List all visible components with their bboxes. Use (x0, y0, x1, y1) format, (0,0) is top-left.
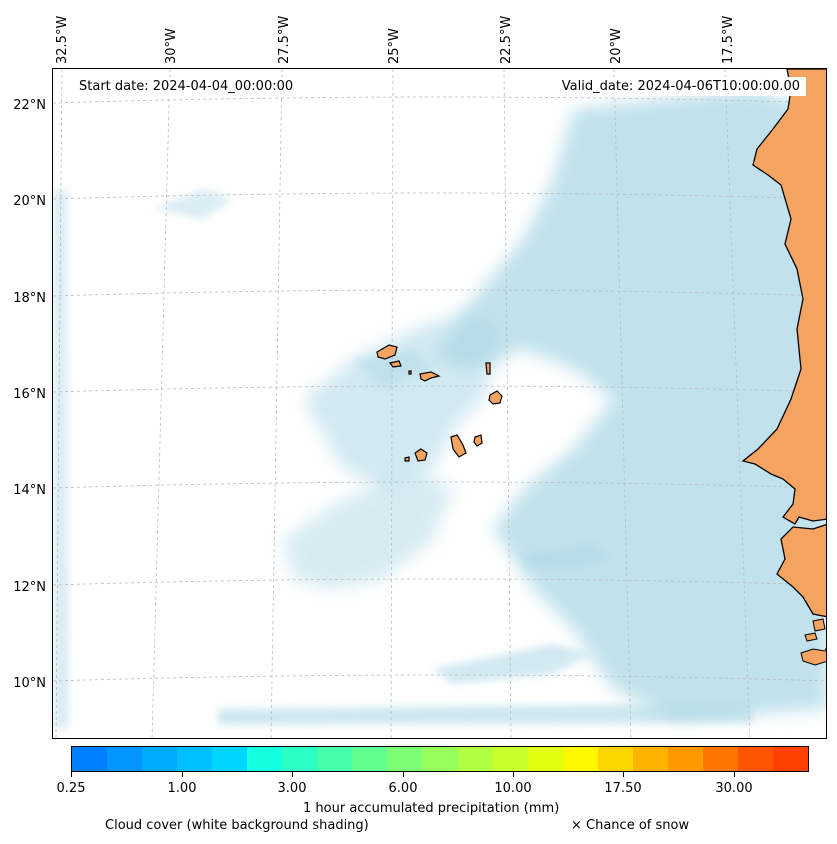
cloud-patch-mid (353, 349, 433, 389)
colorbar-title: 1 hour accumulated precipitation (mm) (303, 801, 560, 816)
colorbar-segment-17 (667, 747, 703, 771)
cloud-band-center (303, 309, 503, 489)
valid-date-label: Valid_date: 2024-04-06T10:00:00.00 (555, 77, 806, 96)
island-sao-nicolau (419, 371, 441, 382)
cb-tick-1-00 (182, 772, 183, 777)
lat-label-10n: 10°N (13, 676, 46, 691)
lon-label-25w: 25°W (387, 28, 402, 64)
colorbar-segment-5 (247, 747, 283, 771)
snow-legend: × Chance of snow (571, 818, 690, 833)
colorbar-segment-9 (387, 747, 423, 771)
cb-label-3-00: 3.00 (277, 781, 307, 796)
colorbar-segment-11 (457, 747, 493, 771)
colorbar-segment-3 (177, 747, 213, 771)
africa-landmass (741, 69, 826, 525)
start-date-label: Start date: 2024-04-04_00:00:00 (73, 77, 300, 96)
cape-verde-islands (376, 344, 503, 462)
colorbar-segment-0 (72, 747, 108, 771)
bissagos-islands (804, 618, 826, 642)
island-sao-vicente (388, 360, 402, 368)
cb-label-6-00: 6.00 (388, 781, 418, 796)
cb-label-30-00: 30.00 (715, 781, 753, 796)
lon-label-22-5w: 22.5°W (499, 15, 514, 64)
cb-tick-10-00 (513, 772, 514, 777)
island-boa-vista (488, 390, 503, 405)
cb-tick-0-25 (71, 772, 72, 777)
island-santa-luzia (408, 370, 412, 375)
cloud-patch-north (153, 189, 233, 219)
lat-label-14n: 14°N (13, 483, 46, 498)
map-graphic (53, 69, 826, 738)
colorbar-segment-6 (282, 747, 318, 771)
colorbar-segment-16 (632, 747, 668, 771)
cb-tick-17-50 (623, 772, 624, 777)
cb-tick-6-00 (403, 772, 404, 777)
cloud-band-southwest (283, 469, 453, 589)
cloud-patch-south-2 (523, 544, 613, 569)
lon-label-27-5w: 27.5°W (277, 15, 292, 64)
precipitation-colorbar (71, 746, 809, 772)
colorbar-segment-10 (422, 747, 458, 771)
lon-label-17-5w: 17.5°W (721, 15, 736, 64)
lat-label-18n: 18°N (13, 291, 46, 306)
cb-label-1-00: 1.00 (167, 781, 197, 796)
colorbar-segment-19 (737, 747, 773, 771)
africa-guinea-coast (776, 523, 826, 618)
colorbar-segment-20 (772, 747, 808, 771)
island-santiago (450, 434, 467, 458)
island-santo-antao (376, 344, 398, 360)
lon-label-30w: 30°W (164, 28, 179, 64)
colorbar-segment-14 (562, 747, 598, 771)
lon-label-20w: 20°W (609, 28, 624, 64)
cloud-cover-legend: Cloud cover (white background shading) (105, 818, 369, 833)
cb-tick-3-00 (292, 772, 293, 777)
island-maio (473, 434, 483, 447)
island-fogo (414, 448, 428, 462)
colorbar-segment-12 (492, 747, 528, 771)
colorbar-segment-1 (107, 747, 143, 771)
cloud-streak-south (218, 703, 753, 725)
cloud-band-east (433, 89, 826, 719)
colorbar-segment-4 (212, 747, 248, 771)
graticule (53, 69, 826, 738)
colorbar-segment-7 (317, 747, 353, 771)
cloud-cover-layer (53, 89, 826, 729)
guinea-inlet (800, 647, 826, 666)
cloud-edge-west (53, 189, 69, 729)
colorbar-segment-2 (142, 747, 178, 771)
colorbar-segment-18 (702, 747, 738, 771)
cb-label-0-25: 0.25 (56, 781, 86, 796)
lat-label-16n: 16°N (13, 387, 46, 402)
cloud-patch-south-1 (433, 644, 593, 684)
island-sal (485, 362, 491, 375)
lat-label-22n: 22°N (13, 98, 46, 113)
colorbar-segment-8 (352, 747, 388, 771)
map-canvas[interactable]: Start date: 2024-04-04_00:00:00 Valid_da… (52, 68, 827, 739)
cb-label-10-00: 10.00 (494, 781, 532, 796)
lon-label-32-5w: 32.5°W (55, 15, 70, 64)
lat-label-12n: 12°N (13, 580, 46, 595)
colorbar-segment-13 (527, 747, 563, 771)
island-brava (404, 456, 410, 462)
cb-tick-30-00 (734, 772, 735, 777)
colorbar-segment-15 (597, 747, 633, 771)
lat-label-20n: 20°N (13, 194, 46, 209)
cb-label-17-50: 17.50 (604, 781, 642, 796)
